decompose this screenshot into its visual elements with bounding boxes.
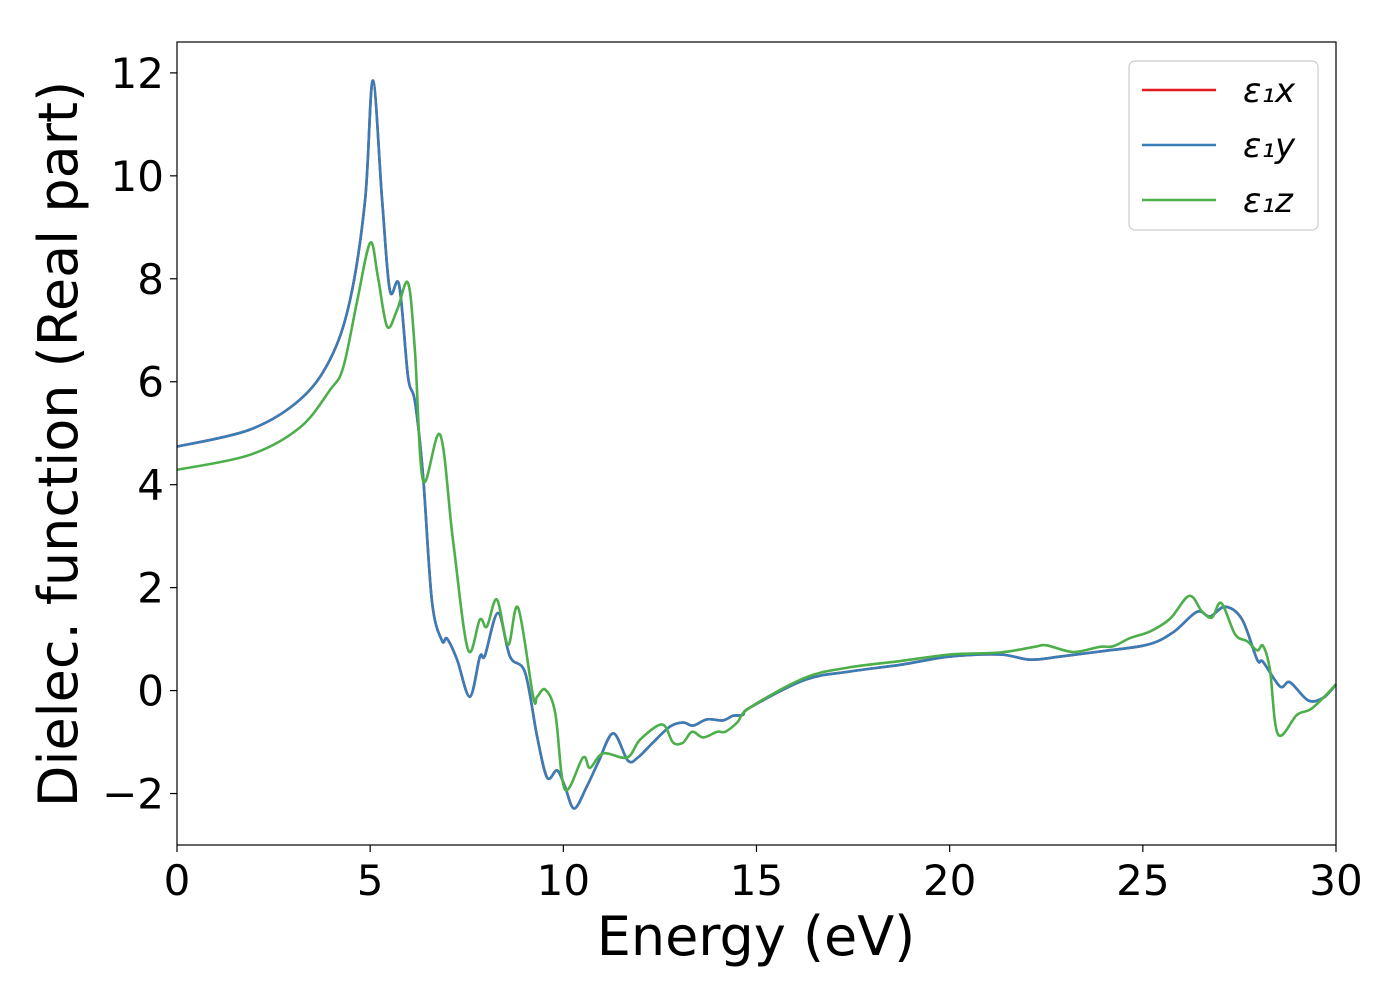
legend-box: [1128, 60, 1319, 231]
x-tick-label: 5: [357, 856, 384, 905]
y-tick-label: 6: [137, 358, 164, 407]
y-axis-ticks: −2 0 2 4 6 8 10 12: [102, 49, 177, 819]
y-tick-label: 10: [111, 152, 164, 201]
y-tick-label: 8: [137, 255, 164, 304]
series-line-3: [176, 241, 1337, 792]
y-tick-label: 0: [137, 667, 164, 716]
x-tick-label: 10: [537, 856, 590, 905]
y-tick-label: 4: [137, 461, 164, 510]
series-lines: [176, 79, 1337, 810]
y-tick-label: 2: [137, 564, 164, 613]
y-tick-label: 12: [111, 49, 164, 98]
x-tick-label: 20: [923, 856, 976, 905]
x-tick-label: 30: [1309, 856, 1362, 905]
legend-label: ε₁x: [1243, 71, 1296, 111]
x-axis-ticks: 0 5 10 15 20 25 30: [164, 845, 1363, 905]
y-tick-label: −2: [102, 770, 164, 819]
y-axis-label: Dielec. function (Real part): [27, 81, 90, 807]
x-tick-label: 15: [730, 856, 783, 905]
legend: ε₁x ε₁y ε₁z: [1128, 60, 1319, 231]
legend-label: ε₁y: [1243, 126, 1296, 166]
x-axis-label: Energy (eV): [597, 905, 916, 968]
x-tick-label: 0: [164, 856, 191, 905]
x-tick-label: 25: [1116, 856, 1169, 905]
legend-label: ε₁z: [1243, 181, 1294, 221]
